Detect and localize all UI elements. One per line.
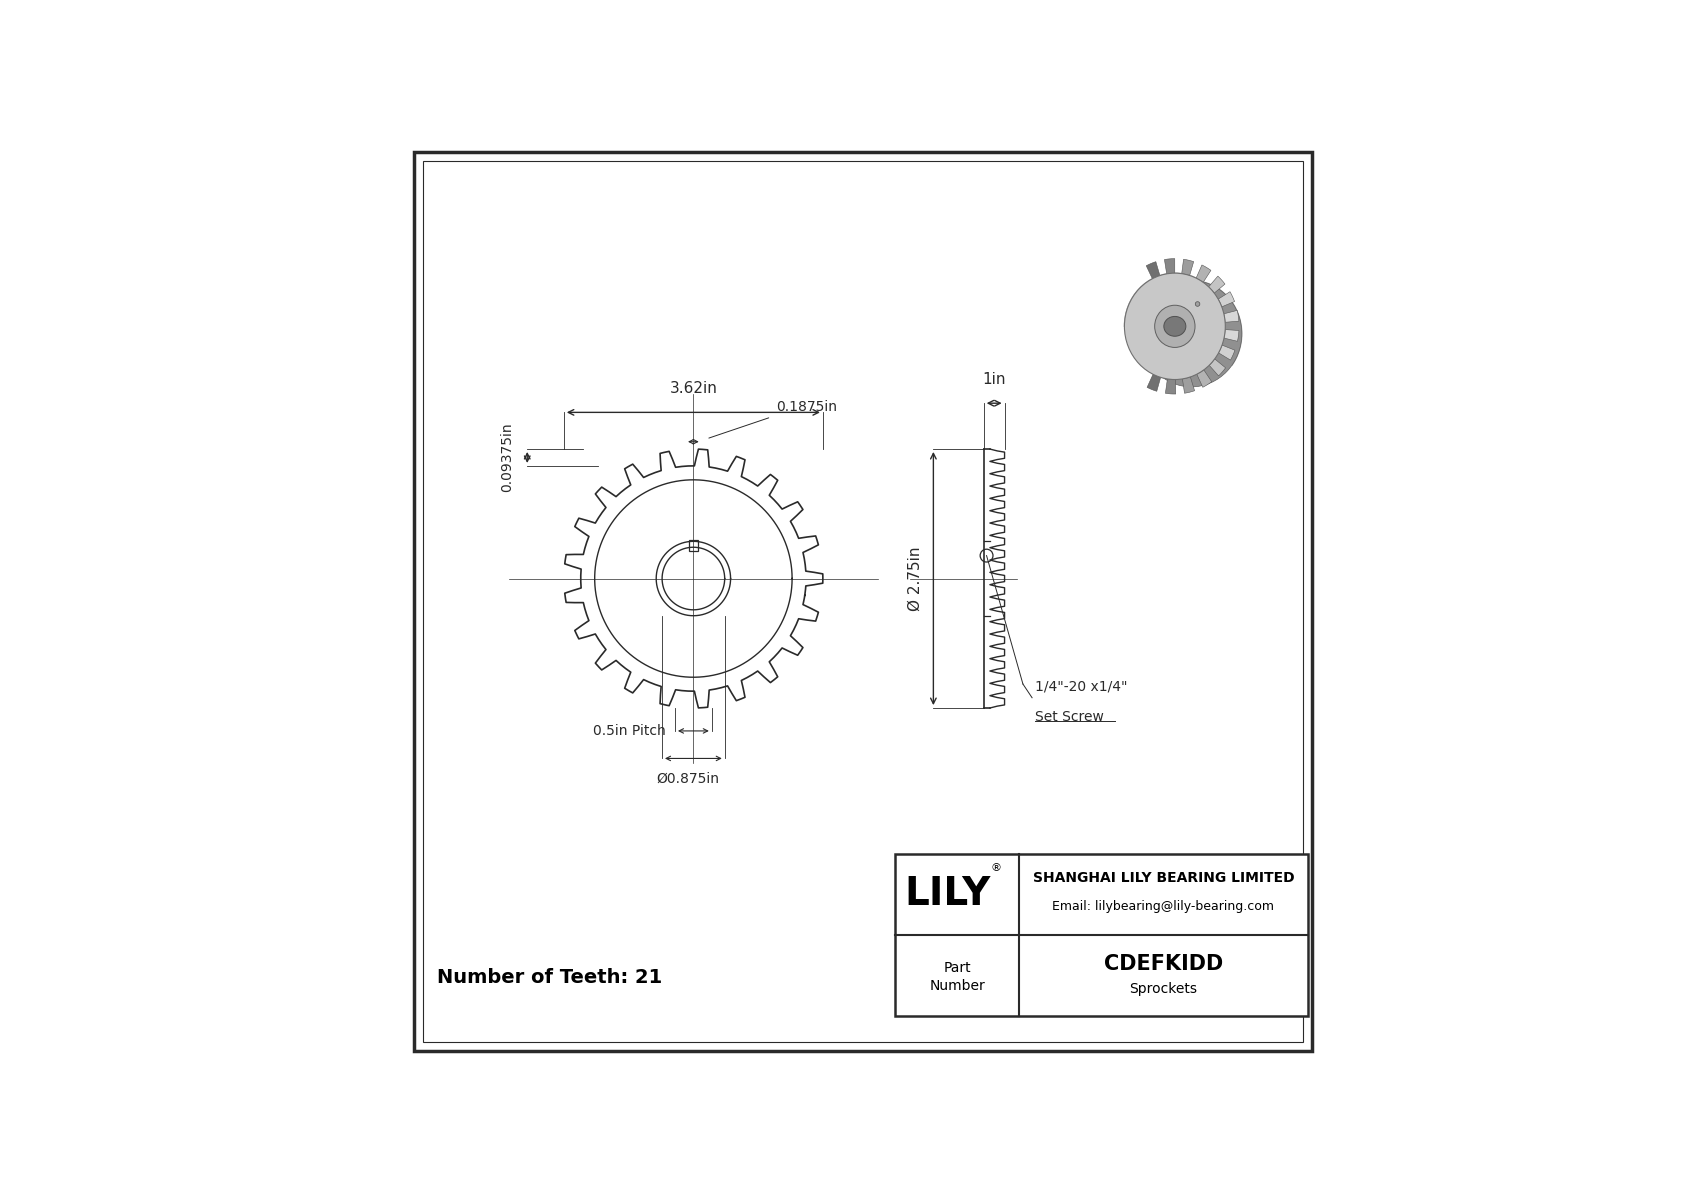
Polygon shape bbox=[1209, 276, 1224, 293]
Text: Ø0.875in: Ø0.875in bbox=[657, 772, 719, 786]
Text: Email: lilybearing@lily-bearing.com: Email: lilybearing@lily-bearing.com bbox=[1052, 899, 1275, 912]
Text: Sprockets: Sprockets bbox=[1130, 983, 1197, 996]
Ellipse shape bbox=[1155, 305, 1196, 348]
Polygon shape bbox=[1224, 330, 1239, 342]
Text: LILY: LILY bbox=[904, 875, 990, 913]
Polygon shape bbox=[1218, 292, 1234, 307]
Text: Ø 2.75in: Ø 2.75in bbox=[908, 547, 923, 611]
Text: 0.1875in: 0.1875in bbox=[776, 400, 837, 414]
Text: 3.62in: 3.62in bbox=[670, 381, 717, 395]
Bar bbox=[896, 854, 1308, 1016]
Text: Set Screw: Set Screw bbox=[1036, 710, 1103, 724]
Text: 0.09375in: 0.09375in bbox=[500, 423, 514, 492]
Ellipse shape bbox=[1164, 317, 1186, 336]
Text: Part: Part bbox=[943, 961, 972, 975]
Polygon shape bbox=[1182, 376, 1194, 393]
Polygon shape bbox=[1147, 374, 1160, 392]
Text: 1in: 1in bbox=[982, 372, 1005, 387]
Polygon shape bbox=[1164, 258, 1175, 274]
Polygon shape bbox=[1125, 273, 1241, 364]
Ellipse shape bbox=[1125, 273, 1226, 380]
Text: 0.5in Pitch: 0.5in Pitch bbox=[593, 724, 665, 738]
Polygon shape bbox=[1209, 358, 1226, 376]
Text: ®: ® bbox=[990, 863, 1000, 873]
Polygon shape bbox=[1197, 370, 1212, 387]
Circle shape bbox=[1196, 301, 1199, 306]
Polygon shape bbox=[1224, 311, 1239, 323]
Text: 1/4"-20 x1/4": 1/4"-20 x1/4" bbox=[1036, 679, 1127, 693]
Text: Number: Number bbox=[930, 979, 985, 993]
Polygon shape bbox=[1182, 260, 1194, 275]
Polygon shape bbox=[1147, 262, 1160, 279]
Polygon shape bbox=[1196, 264, 1211, 282]
Text: Number of Teeth: 21: Number of Teeth: 21 bbox=[436, 968, 662, 987]
Ellipse shape bbox=[1142, 281, 1241, 387]
Polygon shape bbox=[1165, 379, 1175, 394]
Text: CDEFKIDD: CDEFKIDD bbox=[1103, 954, 1223, 974]
Bar bbox=[689, 540, 699, 551]
Polygon shape bbox=[1219, 345, 1234, 360]
Text: SHANGHAI LILY BEARING LIMITED: SHANGHAI LILY BEARING LIMITED bbox=[1032, 871, 1295, 885]
